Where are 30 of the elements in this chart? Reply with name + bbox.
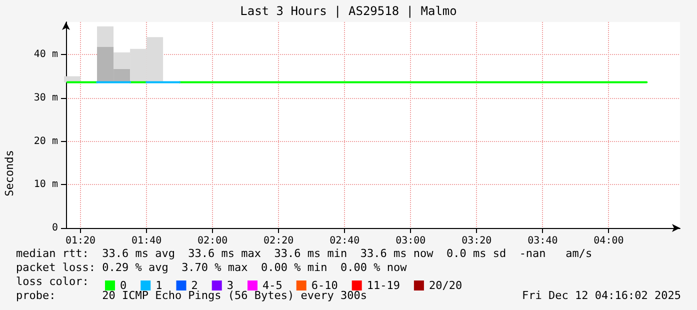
legend-label: 6-10	[311, 279, 338, 292]
y-tick-label: 0	[52, 222, 58, 234]
x-tick-label: 01:40	[132, 236, 162, 246]
bar	[97, 26, 114, 47]
x-tick-label: 02:40	[330, 236, 360, 246]
text: median rtt: 33.6 ms avg 33.6 ms max 33.6 ms min 33.6 ms now 0.0 ms sd -nan am/s	[16, 247, 592, 260]
x-tick-label: 03:40	[528, 236, 558, 246]
x-tick-label: 01:20	[65, 236, 96, 246]
x-tick-label: 02:20	[264, 236, 294, 246]
y-tick-label: 40 m	[34, 49, 58, 60]
x-tick-label: 04:00	[594, 236, 624, 246]
legend-label: 4-5	[262, 279, 282, 292]
x-tick-label: 03:20	[462, 236, 492, 246]
y-tick-label: 10 m	[34, 179, 58, 190]
x-tick-label: 02:00	[198, 236, 228, 246]
x-tick-label: 03:00	[396, 236, 426, 246]
text: packet loss: 0.29 % avg 3.70 % max 0.00 % min 0.00 % now	[16, 261, 408, 274]
legend-label: 11-19	[366, 279, 400, 292]
y-tick-label: 30 m	[34, 92, 58, 104]
y-tick-label: 20 m	[34, 136, 58, 147]
legend-label: 20/20	[428, 279, 462, 292]
legend-label: 0	[120, 279, 127, 292]
chart-title: Last 3 Hours | AS29518 | Malmo	[240, 4, 457, 18]
y-axis-title: Seconds	[3, 150, 16, 196]
legend-label: 1	[156, 279, 162, 292]
text: Fri Dec 12 04:16:02 2025	[522, 289, 682, 302]
legend-title: loss color:	[16, 275, 89, 288]
text: probe: 20 ICMP Echo Pings (56 Bytes) every 300s	[16, 289, 367, 302]
legend-label: 2	[191, 279, 198, 292]
legend-label: 3	[226, 279, 234, 292]
